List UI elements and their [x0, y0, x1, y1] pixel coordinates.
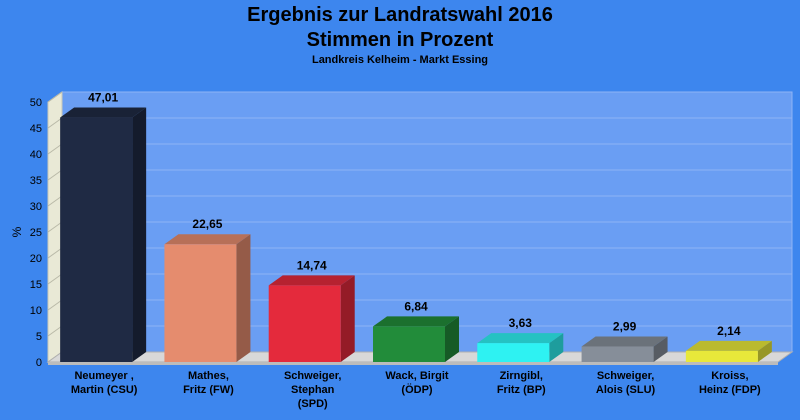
chart-title-line-2: Stimmen in Prozent: [306, 29, 494, 51]
y-tick-label: 30: [30, 201, 42, 213]
bar-side: [653, 336, 668, 362]
chart-title: Ergebnis zur Landratswahl 2016: [247, 4, 553, 26]
x-tick-label: Schweiger,: [284, 370, 341, 382]
bar: [581, 346, 654, 362]
y-tick-label: 50: [30, 97, 42, 109]
x-tick-label: Kroiss,: [711, 370, 748, 382]
y-tick-label: 10: [30, 305, 42, 317]
x-tick-label: Mathes,: [188, 370, 229, 382]
bar: [268, 285, 341, 362]
y-axis-label: %: [10, 226, 24, 237]
gridline-side: [47, 247, 63, 259]
y-tick-label: 40: [30, 149, 42, 161]
y-tick-label: 25: [30, 227, 42, 239]
data-label: 47,01: [88, 91, 118, 105]
gridline-side: [47, 299, 63, 311]
y-tick-label: 5: [36, 331, 42, 343]
bar-top: [60, 107, 147, 118]
x-tick-label: Stephan: [291, 384, 335, 396]
x-tick-label: (SPD): [298, 398, 328, 410]
gridline-side: [47, 221, 63, 233]
x-tick-label: Zirngibl,: [500, 370, 543, 382]
bar: [373, 326, 445, 362]
bar-side: [757, 340, 772, 362]
bar-side: [549, 333, 564, 362]
data-label: 3,63: [509, 316, 533, 330]
gridline-side: [47, 169, 63, 181]
data-label: 2,99: [613, 319, 637, 333]
bar-top: [581, 336, 668, 347]
y-tick-label: 20: [30, 253, 42, 265]
x-tick-label: (ÖDP): [401, 383, 433, 396]
data-label: 14,74: [297, 258, 327, 272]
bar-side: [132, 107, 147, 362]
x-tick-label: Martin (CSU): [71, 384, 138, 396]
data-label: 2,14: [717, 324, 741, 338]
y-tick-label: 15: [30, 279, 42, 291]
x-tick-label: Fritz (BP): [497, 384, 546, 396]
gridline-side: [47, 117, 63, 129]
y-tick-label: 45: [30, 123, 42, 135]
bar-top: [164, 234, 251, 245]
x-tick-label: Heinz (FDP): [699, 384, 761, 396]
gridline-side: [47, 195, 63, 207]
bar: [60, 117, 133, 362]
bar-side: [445, 316, 459, 362]
bar-top: [477, 333, 564, 344]
bar-top: [268, 275, 355, 286]
gridline-side: [47, 91, 63, 103]
gridline-side: [47, 143, 63, 155]
data-label: 6,84: [404, 299, 428, 313]
y-tick-label: 35: [30, 175, 42, 187]
x-tick-label: Alois (SLU): [596, 384, 656, 396]
x-tick-label: Schweiger,: [597, 370, 654, 382]
bar-top: [685, 340, 772, 351]
x-tick-label: Wack, Birgit: [385, 370, 448, 382]
bar-side: [340, 275, 355, 362]
bar: [164, 244, 237, 362]
x-tick-label: Neumeyer ,: [74, 370, 133, 382]
plot-floor-edge: [48, 362, 778, 365]
chart-subtitle: Landkreis Kelheim - Markt Essing: [311, 54, 489, 66]
gridline-side: [47, 273, 63, 285]
bar-top: [373, 316, 459, 327]
bar: [685, 350, 758, 362]
gridline-side: [47, 325, 63, 337]
data-label: 22,65: [192, 217, 222, 231]
bar-side: [236, 234, 251, 362]
y-tick-label: 0: [36, 357, 42, 369]
x-tick-label: Fritz (FW): [183, 384, 234, 396]
bar: [477, 343, 550, 362]
